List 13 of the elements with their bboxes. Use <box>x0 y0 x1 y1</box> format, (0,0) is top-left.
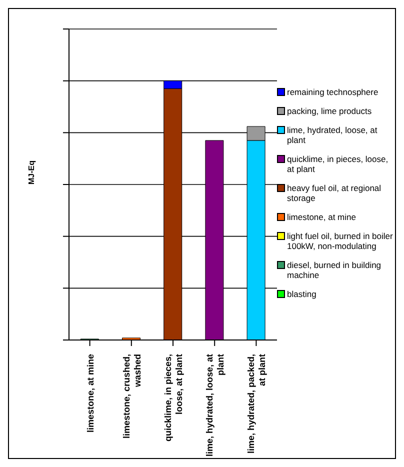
legend-label: diesel, burned in building machine <box>287 260 382 280</box>
legend-label: blasting <box>287 289 316 299</box>
legend-label: limestone, at mine <box>287 212 356 222</box>
y-axis-title: MJ-Eq <box>26 160 36 184</box>
x-tick-label: lime, hydrated, loose, at plant <box>204 354 226 457</box>
x-tick-label: limestone, at mine <box>85 354 96 433</box>
legend-label: lime, hydrated, loose, at plant <box>287 125 378 145</box>
legend-label: heavy fuel oil, at regional storage <box>287 183 382 203</box>
x-tick-label: limestone, crushed, washed <box>121 354 142 439</box>
legend-label: quicklime, in pieces, loose, at plant <box>287 154 390 174</box>
legend-label: light fuel oil, burned in boiler 100kW, non-modulating <box>287 231 394 251</box>
legend-label: packing, lime products <box>287 106 372 116</box>
legend-label: remaining technosphere <box>287 87 378 97</box>
